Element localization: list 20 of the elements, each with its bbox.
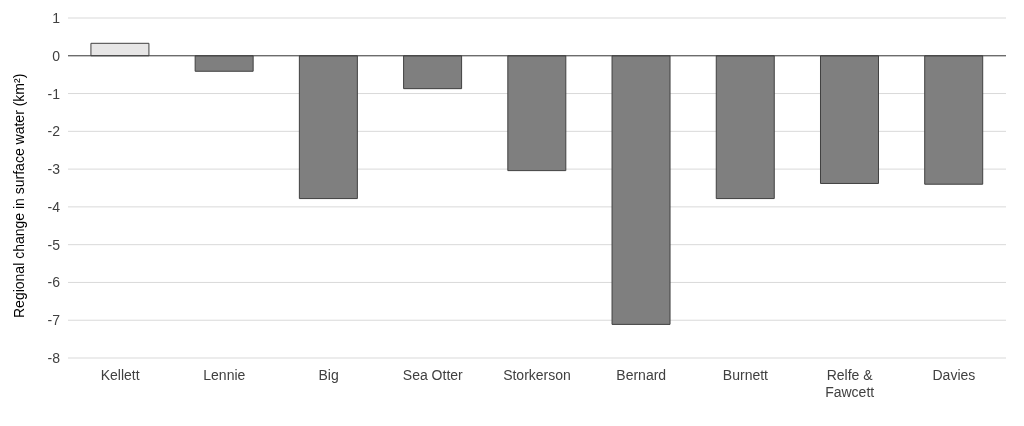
- y-tick-label: -3: [47, 161, 61, 178]
- x-tick-label: Burnett: [722, 367, 769, 383]
- y-tick-label: -1: [47, 85, 61, 102]
- y-tick-label: 0: [52, 47, 61, 64]
- x-tick-label: Lennie: [203, 367, 246, 383]
- x-tick-label: Bernard: [616, 367, 667, 383]
- y-axis-title: Regional change in surface water (km²): [10, 73, 27, 318]
- x-tick-label: Storkerson: [503, 367, 571, 383]
- y-tick-label: -7: [47, 312, 61, 329]
- x-tick-label: Relfe & Fawcett: [825, 367, 875, 400]
- x-tick-label: Big: [318, 367, 339, 383]
- x-tick-label: Sea Otter: [402, 367, 464, 383]
- x-tick-label: Davies: [932, 367, 976, 383]
- y-tick-label: -8: [47, 349, 61, 366]
- y-tick-label: -4: [47, 198, 61, 215]
- y-tick-label: 1: [52, 9, 61, 26]
- y-tick-label: -6: [47, 274, 61, 291]
- x-tick-label: Kellett: [100, 367, 140, 383]
- y-tick-label: -5: [47, 236, 61, 253]
- y-tick-label: -2: [47, 123, 61, 140]
